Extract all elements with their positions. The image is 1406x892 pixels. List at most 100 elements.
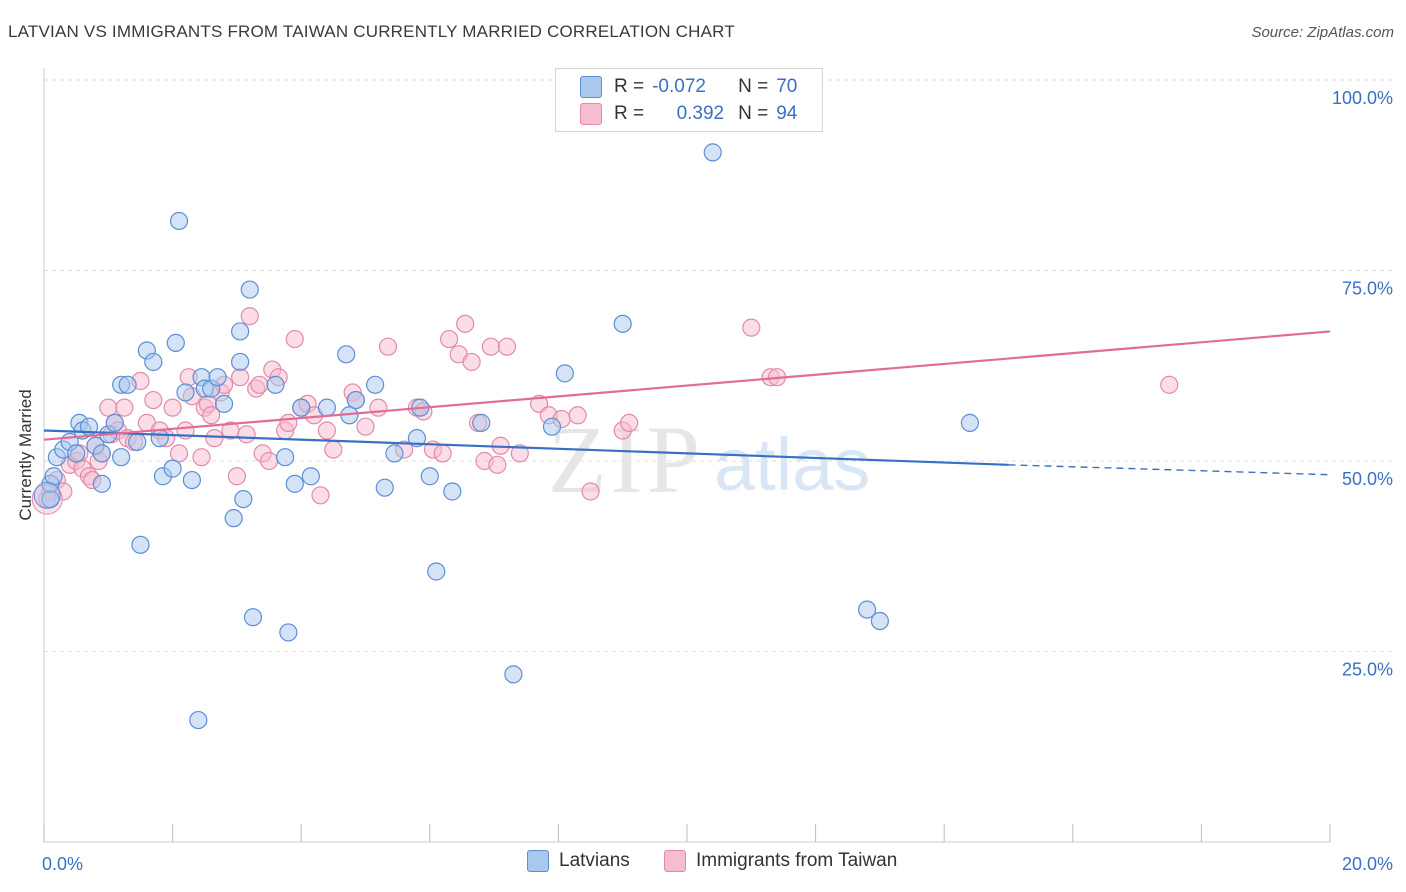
data-point: [279, 413, 298, 432]
data-point: [112, 448, 131, 467]
data-point: [237, 425, 256, 444]
legend-item-latvians: Latvians: [527, 850, 630, 872]
data-point: [240, 307, 259, 326]
data-point: [857, 600, 877, 619]
legend-swatch-blue: [580, 76, 602, 98]
data-point-cluster: [33, 481, 61, 509]
data-point: [385, 444, 404, 463]
data-point: [285, 329, 304, 349]
data-point: [462, 352, 481, 372]
data-point: [234, 490, 253, 509]
data-point: [324, 440, 343, 459]
data-point: [311, 486, 330, 505]
data-point: [92, 474, 111, 493]
legend-n-value: 70: [776, 76, 798, 97]
data-point: [427, 562, 446, 581]
data-point: [279, 623, 298, 642]
data-point: [144, 390, 163, 410]
data-point: [433, 444, 452, 463]
data-point: [369, 398, 388, 417]
data-point: [285, 474, 304, 493]
data-point: [214, 394, 234, 413]
data-point: [163, 459, 182, 478]
data-point: [542, 417, 562, 436]
legend-r-value: 0.392: [676, 103, 725, 124]
data-point: [581, 482, 600, 501]
y-tick-label: 100.0%: [1332, 88, 1393, 108]
data-point: [243, 608, 263, 627]
data-point: [337, 345, 356, 364]
data-point: [205, 429, 224, 448]
data-point: [189, 710, 208, 730]
data-point: [504, 665, 523, 684]
data-point: [960, 413, 980, 432]
data-point: [742, 318, 761, 337]
legend-swatch-pink: [664, 850, 686, 872]
legend-r-label: R =: [614, 103, 645, 124]
data-point: [317, 421, 337, 440]
data-point: [375, 478, 394, 497]
data-point: [259, 451, 279, 471]
data-point: [166, 333, 185, 352]
data-point: [497, 337, 517, 356]
data-point: [44, 467, 63, 486]
data-point: [568, 406, 587, 425]
data-point: [231, 352, 250, 372]
data-point: [128, 432, 147, 452]
legend-row-latvians: R = -0.072 N = 70: [580, 74, 797, 100]
data-point: [317, 398, 337, 417]
data-point: [231, 368, 250, 387]
data-point: [613, 314, 632, 333]
data-point: [472, 413, 491, 432]
data-point: [224, 509, 243, 528]
data-point: [292, 398, 311, 417]
x-tick-label: 0.0%: [42, 854, 83, 874]
data-point: [169, 444, 189, 463]
source-label: Source: ZipAtlas.com: [1251, 24, 1394, 41]
data-point: [266, 375, 285, 394]
data-point: [115, 398, 134, 417]
data-point: [182, 470, 201, 490]
trend-line-latvians: [43, 429, 1009, 466]
legend-r-label: R =: [614, 76, 645, 97]
data-point: [407, 429, 427, 448]
data-point: [118, 375, 137, 394]
data-point: [488, 455, 507, 474]
data-point: [67, 444, 86, 463]
data-point: [510, 444, 529, 463]
legend-n-label: N =: [738, 103, 769, 124]
data-point: [439, 329, 459, 349]
data-point: [99, 398, 118, 417]
data-point: [169, 211, 189, 231]
y-tick-label: 75.0%: [1342, 279, 1393, 299]
data-point: [366, 375, 385, 394]
data-point: [105, 413, 124, 432]
legend-label-taiwan: Immigrants from Taiwan: [696, 850, 898, 871]
data-point: [420, 467, 439, 486]
data-point: [231, 322, 250, 341]
data-point: [378, 337, 398, 356]
data-point: [555, 364, 574, 383]
legend-swatch-pink: [580, 103, 602, 125]
legend-n-label: N =: [738, 76, 769, 97]
legend-label-latvians: Latvians: [559, 850, 630, 871]
tick-labels: 100.0% 75.0% 50.0% 25.0% 0.0% 20.0%: [42, 88, 1393, 874]
data-point: [456, 314, 475, 333]
legend-r-value: -0.072: [652, 76, 706, 97]
data-point: [208, 368, 227, 387]
y-axis-label: Currently Married: [16, 389, 35, 521]
y-tick-label: 50.0%: [1342, 469, 1393, 489]
axes: [43, 68, 1331, 843]
data-point: [144, 352, 163, 372]
data-point: [703, 143, 722, 162]
trend-line-taiwan: [43, 330, 1331, 441]
watermark-atlas: atlas: [714, 423, 870, 506]
chart-title: LATVIAN VS IMMIGRANTS FROM TAIWAN CURREN…: [8, 22, 735, 41]
legend-n-value: 94: [776, 103, 798, 124]
data-point: [346, 390, 365, 410]
data-point: [131, 535, 150, 554]
data-point: [176, 383, 195, 402]
trend-line-latvians-extension: [1008, 464, 1331, 476]
data-point: [276, 448, 295, 467]
